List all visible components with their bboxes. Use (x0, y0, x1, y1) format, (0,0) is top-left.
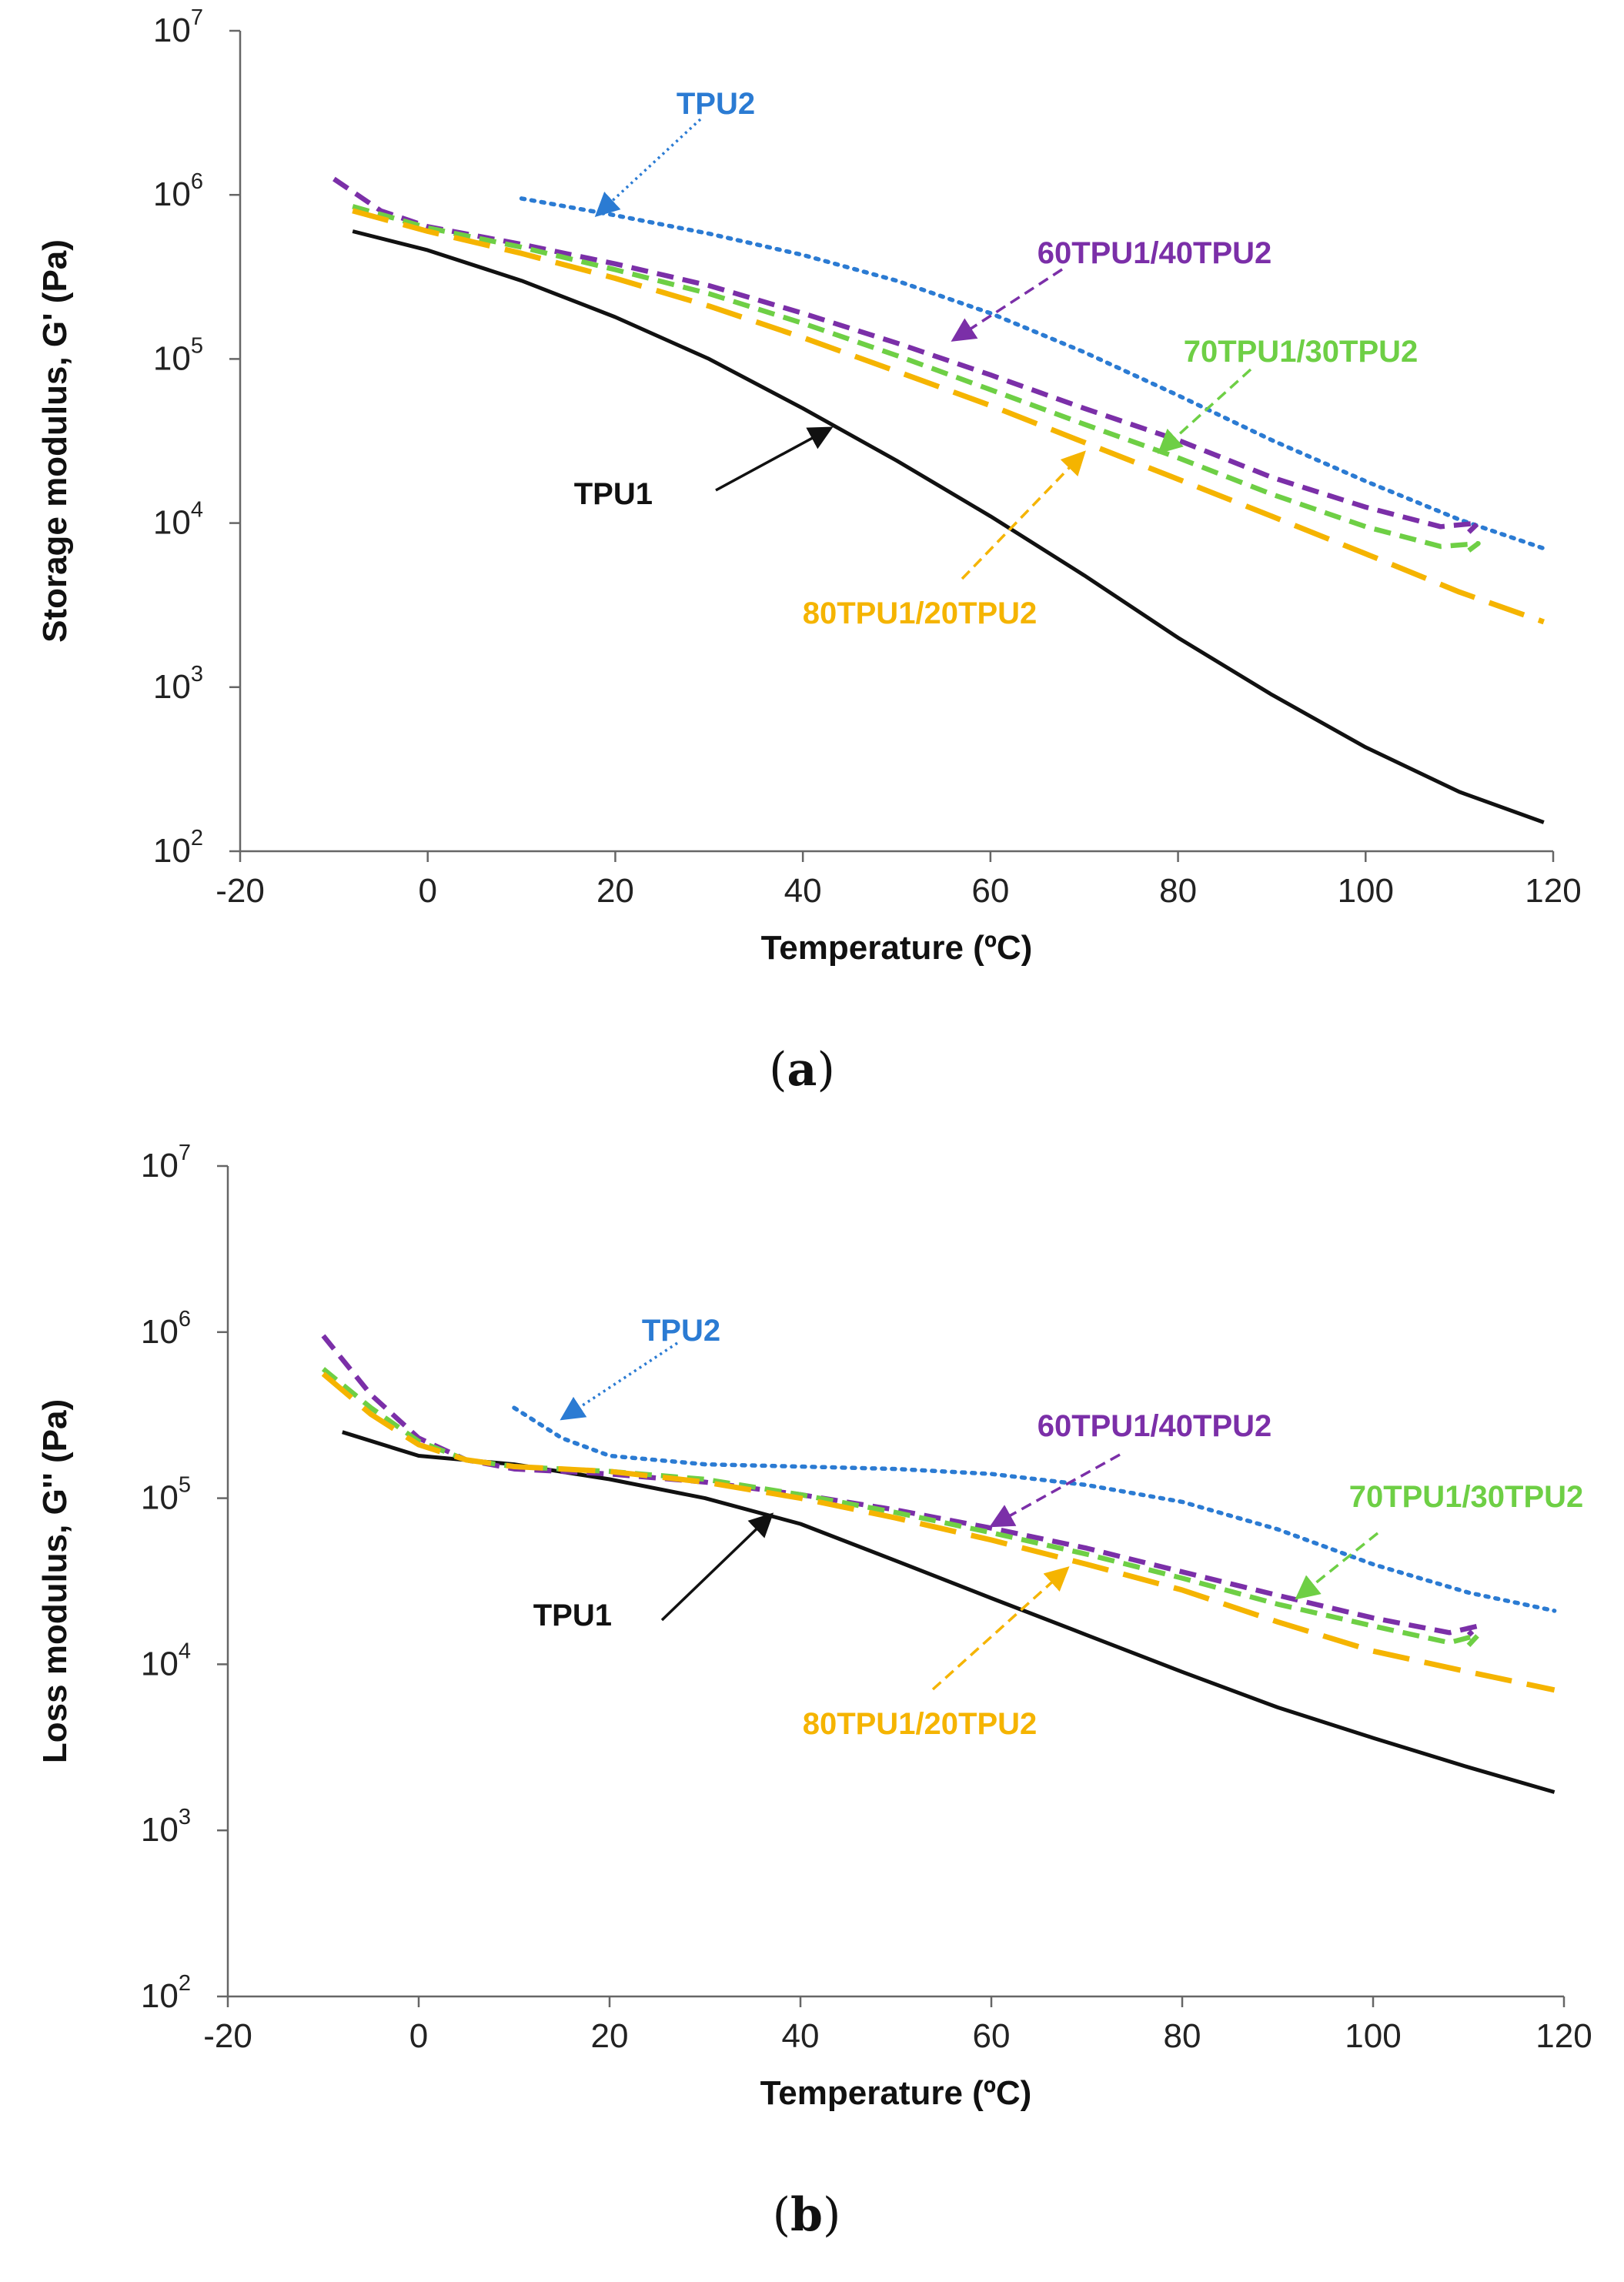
series-line-70tpu1-30tpu2 (352, 204, 1481, 553)
series-line-60tpu1-40tpu2 (332, 176, 1481, 534)
series-annotation-label: 60TPU1/40TPU2 (1038, 236, 1272, 270)
y-tick-label: 105 (141, 1473, 191, 1517)
series-annotation-label: TPU1 (574, 477, 653, 511)
series-line-tpu2 (512, 1405, 1557, 1613)
series-annotation-label: TPU2 (677, 87, 755, 121)
y-tick-label: 105 (153, 333, 203, 377)
annotation-arrow (1157, 368, 1252, 454)
x-tick-label: 80 (1164, 2017, 1201, 2055)
series-annotation-label: 80TPU1/20TPU2 (803, 1707, 1038, 1741)
x-tick-label: 20 (596, 872, 634, 910)
annotation-arrow (931, 1566, 1070, 1691)
loss-modulus-chart: -20 0 20 40 60 80 100 120 102 103 104 105 106 107 Temp… (36, 1141, 1592, 2242)
x-tick-label: 60 (973, 2017, 1011, 2055)
x-tick-label: -20 (203, 2017, 252, 2055)
y-tick-label: 107 (153, 5, 203, 49)
annotation-arrow (660, 1512, 774, 1622)
annotation-arrow (594, 118, 702, 217)
series-annotation-label: TPU2 (642, 1314, 720, 1348)
x-axis-title: Temperature (ºC) (760, 2074, 1032, 2112)
y-tick-label: 104 (141, 1639, 191, 1682)
x-axis-title: Temperature (ºC) (761, 929, 1033, 967)
annotation-arrow (715, 426, 834, 492)
x-tick-label: 20 (591, 2017, 629, 2055)
series-annotation-label: 70TPU1/30TPU2 (1184, 335, 1418, 369)
series-annotation-label: 80TPU1/20TPU2 (803, 596, 1038, 630)
series-line-80tpu1-20tpu2 (352, 208, 1545, 625)
series-line-70tpu1-30tpu2 (321, 1367, 1481, 1648)
x-tick-label: 40 (784, 872, 822, 910)
y-tick-label: 103 (153, 662, 203, 706)
x-tick-label: 100 (1338, 872, 1394, 910)
y-axis-title: Loss modulus, G'' (Pa) (36, 1399, 74, 1763)
series-annotation-label: 70TPU1/30TPU2 (1349, 1480, 1584, 1514)
y-tick-label: 102 (153, 826, 203, 870)
y-tick-label: 103 (141, 1805, 191, 1849)
annotation-arrow (961, 450, 1086, 580)
x-tick-label: 120 (1535, 2017, 1592, 2055)
series-line-tpu1 (352, 229, 1545, 824)
y-tick-label: 104 (153, 498, 203, 542)
x-tick-label: 80 (1159, 872, 1197, 910)
y-tick-label: 106 (153, 169, 203, 213)
x-tick-label: 0 (409, 2017, 428, 2055)
series-annotation-label: TPU1 (533, 1599, 612, 1632)
series-line-80tpu1-20tpu2 (321, 1372, 1555, 1693)
y-tick-label: 107 (141, 1141, 191, 1184)
x-tick-label: -20 (216, 872, 265, 910)
y-tick-label: 106 (141, 1307, 191, 1351)
x-tick-label: 120 (1525, 872, 1581, 910)
storage-modulus-chart: -20 0 20 40 60 80 100 120 102 103 104 105 106 107 Temp… (36, 5, 1582, 1097)
series-line-tpu2 (519, 196, 1546, 551)
x-tick-label: 100 (1345, 2017, 1401, 2055)
annotation-arrow (1295, 1532, 1379, 1600)
x-tick-label: 60 (971, 872, 1009, 910)
annotation-arrow (951, 268, 1063, 342)
annotation-arrow (560, 1341, 678, 1421)
y-axis-title: Storage modulus, G' (Pa) (36, 239, 74, 643)
panel-label: (b) (773, 2188, 841, 2242)
panel-label: (a) (769, 1043, 835, 1097)
y-tick-label: 102 (141, 1971, 191, 2015)
annotation-arrow (989, 1453, 1121, 1528)
series-line-60tpu1-40tpu2 (321, 1334, 1481, 1637)
x-tick-label: 0 (418, 872, 436, 910)
series-annotation-label: 60TPU1/40TPU2 (1038, 1409, 1272, 1443)
x-tick-label: 40 (782, 2017, 820, 2055)
